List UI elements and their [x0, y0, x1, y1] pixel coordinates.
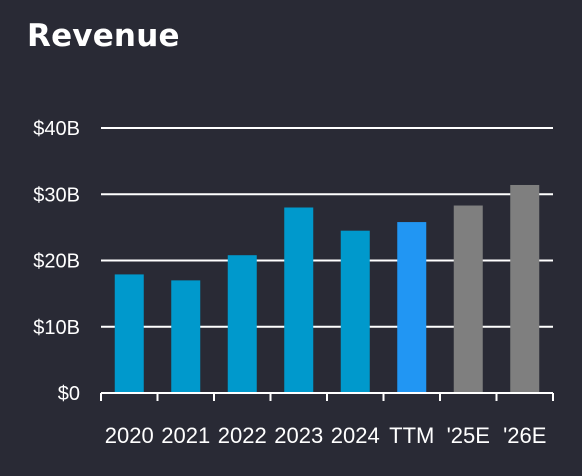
y-tick-label: $10B: [33, 317, 80, 339]
x-tick-label: '25E: [447, 423, 490, 448]
x-tick-label: 2022: [218, 423, 267, 448]
y-tick-label: $40B: [33, 118, 80, 140]
x-tick-label: 2024: [331, 423, 380, 448]
bar: [453, 205, 483, 393]
y-tick-label: $30B: [33, 184, 80, 206]
x-tick-label: TTM: [389, 423, 434, 448]
bar: [227, 255, 257, 393]
bar: [284, 207, 314, 393]
y-tick-label: $0: [58, 383, 80, 405]
bar: [510, 184, 540, 393]
x-tick-label: 2020: [105, 423, 154, 448]
bar: [340, 230, 370, 393]
x-tick-label: 2021: [161, 423, 210, 448]
bar: [397, 222, 427, 393]
chart-title: Revenue: [27, 18, 180, 54]
bar: [171, 280, 201, 393]
y-tick-label: $20B: [33, 251, 80, 273]
bar: [114, 274, 144, 393]
x-tick-label: 2023: [274, 423, 323, 448]
x-tick-label: '26E: [503, 423, 546, 448]
